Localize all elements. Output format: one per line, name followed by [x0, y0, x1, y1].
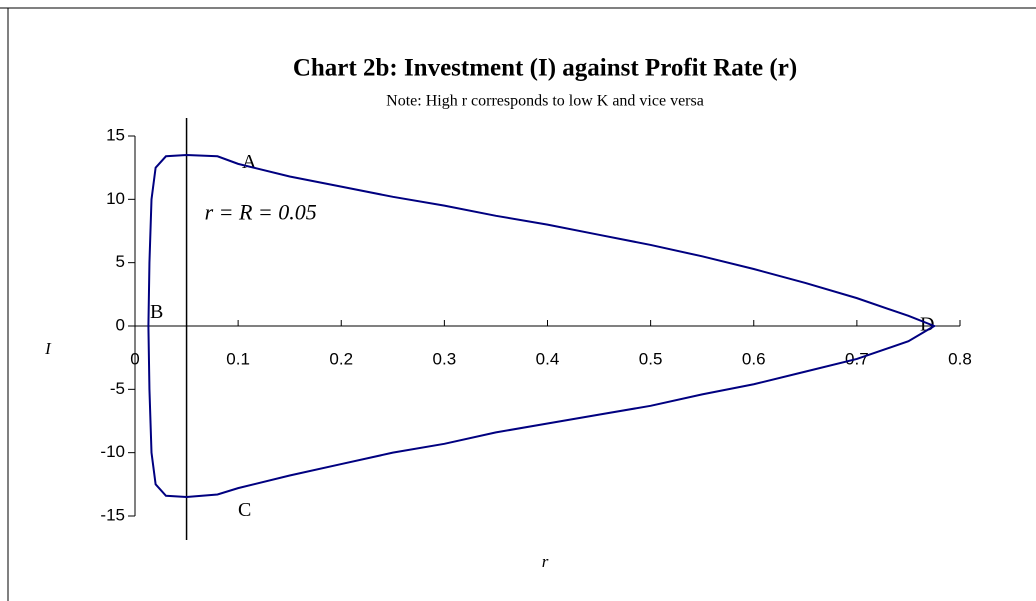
x-tick-label: 0.3 [433, 349, 457, 368]
x-tick-label: 0 [130, 349, 139, 368]
y-tick-label: 0 [116, 315, 125, 334]
annotation: C [238, 499, 251, 521]
x-tick-label: 0.8 [948, 349, 972, 368]
y-tick-label: -15 [100, 505, 125, 524]
y-tick-label: 10 [106, 189, 125, 208]
y-tick-label: -5 [110, 379, 125, 398]
x-axis-label: r [542, 552, 549, 571]
annotation: r = R = 0.05 [205, 199, 317, 224]
x-tick-label: 0.6 [742, 349, 766, 368]
annotation: B [150, 301, 163, 323]
x-tick-label: 0.1 [226, 349, 250, 368]
annotation: A [242, 151, 257, 173]
x-tick-label: 0.5 [639, 349, 663, 368]
x-tick-label: 0.4 [536, 349, 560, 368]
y-tick-label: 5 [116, 252, 125, 271]
y-tick-label: -10 [100, 442, 125, 461]
chart-title: Chart 2b: Investment (I) against Profit … [293, 55, 797, 82]
chart-subtitle: Note: High r corresponds to low K and vi… [386, 93, 704, 110]
curve [147, 153, 937, 499]
x-tick-label: 0.2 [329, 349, 353, 368]
y-axis-label: I [44, 339, 52, 358]
y-tick-label: 15 [106, 125, 125, 144]
annotation: D [920, 314, 934, 336]
